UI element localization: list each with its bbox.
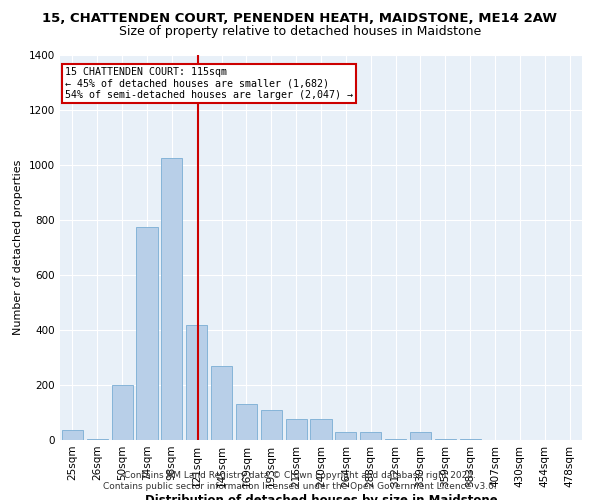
Bar: [186, 324, 207, 440]
Bar: [236, 404, 257, 440]
Bar: [211, 366, 232, 440]
Y-axis label: Number of detached properties: Number of detached properties: [13, 160, 23, 335]
Bar: [460, 438, 481, 440]
Bar: [360, 432, 381, 440]
Bar: [261, 410, 282, 440]
Text: Size of property relative to detached houses in Maidstone: Size of property relative to detached ho…: [119, 25, 481, 38]
X-axis label: Distribution of detached houses by size in Maidstone: Distribution of detached houses by size …: [145, 494, 497, 500]
Bar: [335, 432, 356, 440]
Bar: [286, 420, 307, 440]
Text: Contains public sector information licensed under the Open Government Licence v3: Contains public sector information licen…: [103, 482, 497, 491]
Text: Contains HM Land Registry data © Crown copyright and database right 2024.: Contains HM Land Registry data © Crown c…: [124, 471, 476, 480]
Bar: [410, 432, 431, 440]
Bar: [136, 227, 158, 440]
Bar: [385, 438, 406, 440]
Bar: [62, 430, 83, 440]
Bar: [87, 438, 108, 440]
Text: 15 CHATTENDEN COURT: 115sqm
← 45% of detached houses are smaller (1,682)
54% of : 15 CHATTENDEN COURT: 115sqm ← 45% of det…: [65, 66, 353, 100]
Bar: [435, 438, 456, 440]
Bar: [112, 385, 133, 440]
Bar: [161, 158, 182, 440]
Bar: [310, 420, 332, 440]
Text: 15, CHATTENDEN COURT, PENENDEN HEATH, MAIDSTONE, ME14 2AW: 15, CHATTENDEN COURT, PENENDEN HEATH, MA…: [43, 12, 557, 26]
